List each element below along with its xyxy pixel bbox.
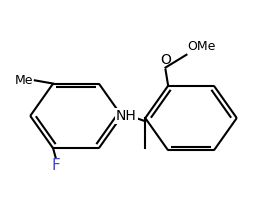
Text: Me: Me — [15, 74, 33, 87]
Text: O: O — [160, 53, 171, 67]
Text: F: F — [52, 159, 61, 173]
Text: OMe: OMe — [187, 40, 215, 53]
Text: NH: NH — [116, 109, 136, 123]
